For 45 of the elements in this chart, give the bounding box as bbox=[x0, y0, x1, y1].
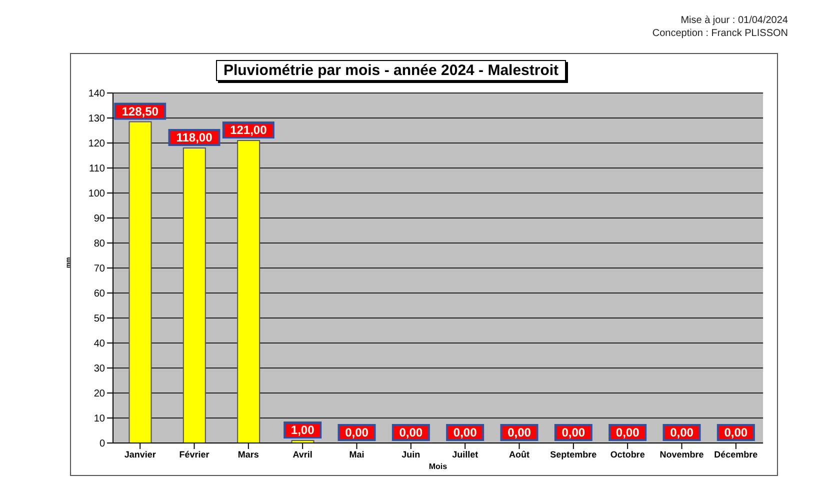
x-tick-label: Juin bbox=[402, 449, 420, 460]
x-tick-label: Mars bbox=[238, 449, 259, 460]
y-tick-label: 130 bbox=[88, 114, 106, 125]
x-tick-label: Mai bbox=[349, 449, 364, 460]
bar bbox=[237, 140, 260, 443]
y-tick-label: 10 bbox=[94, 414, 106, 425]
bar bbox=[182, 148, 206, 443]
y-tick-label: 60 bbox=[94, 288, 106, 300]
y-tick-label: 40 bbox=[94, 338, 106, 350]
data-label: 0,00 bbox=[345, 426, 369, 440]
x-tick-label: Octobre bbox=[610, 449, 645, 460]
y-tick-label: 110 bbox=[89, 164, 106, 175]
x-tick-label: Avril bbox=[292, 449, 312, 460]
y-tick-label: 120 bbox=[88, 138, 106, 150]
x-tick-label: Novembre bbox=[660, 449, 704, 460]
y-tick-label: 90 bbox=[94, 214, 106, 225]
x-tick-label: Février bbox=[179, 449, 210, 460]
x-tick-label: Juillet bbox=[452, 449, 478, 460]
data-label: 121,00 bbox=[230, 123, 268, 137]
x-tick-label: Août bbox=[509, 449, 530, 460]
x-axis-title: Mois bbox=[428, 462, 448, 471]
y-tick-label: 140 bbox=[88, 88, 106, 100]
y-tick-label: 0 bbox=[99, 438, 106, 450]
y-tick-label: 100 bbox=[88, 188, 106, 200]
x-tick-label: Septembre bbox=[550, 449, 597, 460]
y-tick-label: 30 bbox=[94, 364, 106, 375]
data-label: 0,00 bbox=[670, 426, 694, 440]
text: Conception : Franck PLISSON bbox=[652, 27, 788, 40]
data-label: 0,00 bbox=[562, 426, 586, 440]
x-tick-label: Décembre bbox=[714, 449, 758, 460]
data-label: 0,00 bbox=[453, 426, 478, 440]
chart-title: Pluviométrie par mois - année 2024 - Malestroit bbox=[216, 60, 566, 81]
y-tick-label: 70 bbox=[94, 264, 106, 275]
text: Mise à jour : 01/04/2024 bbox=[680, 14, 788, 27]
data-label: 0,00 bbox=[616, 426, 640, 440]
data-label: 118,00 bbox=[176, 130, 213, 144]
y-tick-label: 50 bbox=[94, 314, 106, 325]
data-label: 0,00 bbox=[508, 426, 532, 440]
data-label: 0,00 bbox=[724, 426, 748, 440]
y-tick-label: 20 bbox=[94, 388, 106, 400]
data-label: 0,00 bbox=[399, 426, 423, 440]
data-label: 1,00 bbox=[290, 423, 315, 437]
x-tick-label: Janvier bbox=[124, 449, 156, 460]
data-label: 128,50 bbox=[122, 104, 159, 118]
y-tick-label: 80 bbox=[94, 238, 106, 250]
